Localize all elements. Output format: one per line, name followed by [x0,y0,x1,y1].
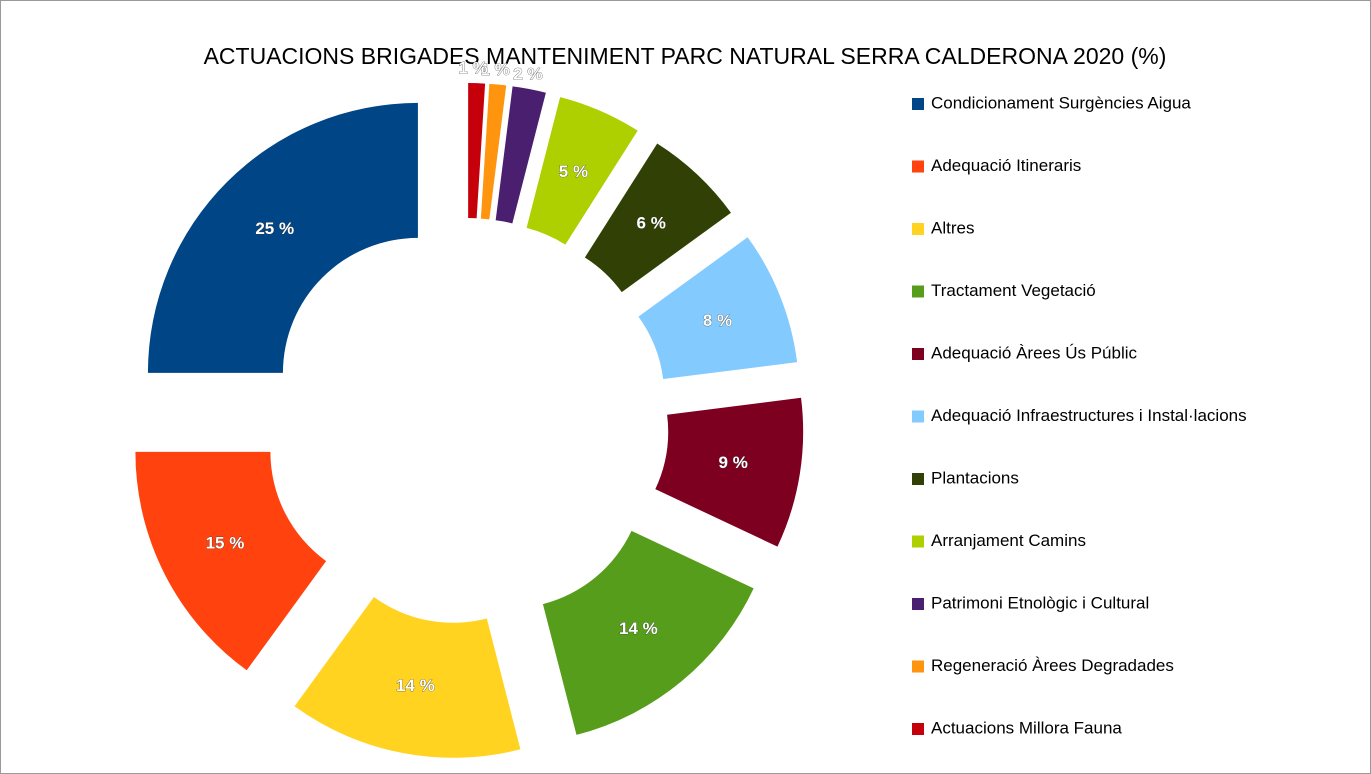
legend-label: Adequació Itineraris [931,156,1081,175]
legend-swatch [912,285,924,298]
legend-label: Regeneració Àrees Degradades [931,656,1174,675]
donut-segment [147,102,418,373]
value-label: 15 % [206,533,245,552]
legend-swatch [912,660,924,673]
value-label: 6 % [637,213,666,232]
value-label: 14 % [396,676,435,695]
legend-swatch [912,223,924,235]
value-label: 1 % [480,60,509,79]
donut-segment [655,397,804,547]
chart-title: ACTUACIONS BRIGADES MANTENIMENT PARC NAT… [204,43,1167,69]
donut-segment [294,597,521,758]
legend-label: Arranjament Camins [931,531,1086,550]
legend-swatch [912,410,924,423]
legend-label: Plantacions [931,468,1019,487]
legend-label: Altres [931,218,974,237]
legend-label: Actuacions Millora Fauna [931,718,1122,737]
legend-swatch [912,473,924,485]
legend-swatch [912,160,924,173]
donut-segment [638,237,798,380]
value-label: 1 % [458,59,487,78]
value-label: 2 % [513,65,542,84]
donut-segment [584,143,731,293]
legend-label: Condicionament Surgències Aigua [931,93,1191,112]
legend-swatch [912,535,924,548]
legend-swatch [912,348,924,360]
value-label: 14 % [619,619,658,638]
legend-swatch [912,723,924,735]
legend-label: Adequació Àrees Ús Públic [931,343,1138,362]
legend-swatch [912,98,924,110]
donut-segment [480,83,507,220]
value-label: 9 % [719,453,748,472]
donut-segment [542,530,754,735]
legend-label: Patrimoni Etnològic i Cultural [931,593,1149,612]
value-label: 25 % [255,219,294,238]
donut-segment [135,451,327,671]
donut-segment [468,83,486,219]
donut-segment [526,97,638,245]
legend-label: Adequació Infraestructures i Instal·laci… [931,406,1247,425]
value-label: 5 % [559,162,588,181]
value-label: 8 % [703,311,732,330]
legend-swatch [912,598,924,610]
legend-label: Tractament Vegetació [931,281,1096,300]
donut-segment [495,86,546,224]
